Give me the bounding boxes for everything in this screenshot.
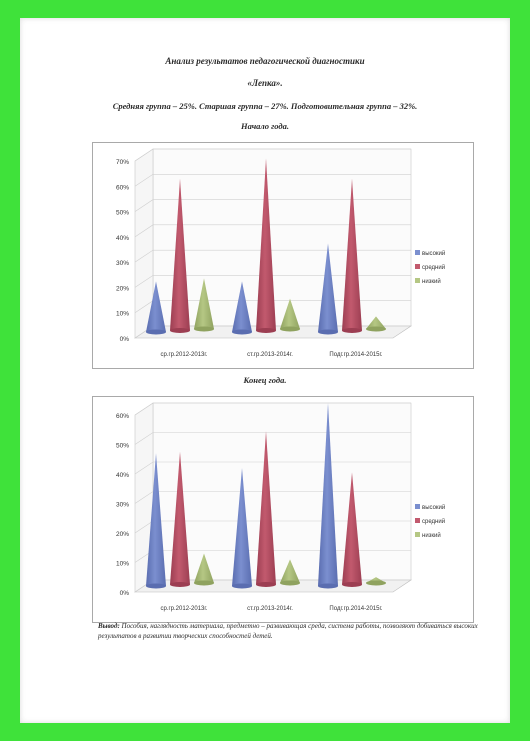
x-category-label: ст.гр.2013-2014г. (247, 352, 293, 358)
cone-bar (342, 472, 362, 585)
cone-bar (342, 178, 362, 331)
cone-bar (146, 281, 166, 332)
cone-base (170, 328, 190, 333)
cone-bar (318, 403, 338, 586)
legend-swatch (415, 504, 420, 509)
chart-svg: 0% 10% 20% 30% 40% 50% 60% 70% ср.гр.2012-2013г.… (116, 148, 445, 358)
y-tick-label: 50% (116, 210, 129, 217)
cone-base (194, 580, 214, 586)
legend-swatch (415, 250, 420, 255)
cone-bar (256, 431, 276, 585)
cone-bar (194, 553, 214, 583)
x-category-label: ср.гр.2012-2013г. (160, 606, 207, 612)
cone-base (318, 329, 338, 335)
cone-bar (280, 298, 300, 329)
gridline (134, 199, 411, 212)
cone-bar (256, 158, 276, 331)
x-category-label: Подг.гр.2014-2015г. (329, 606, 382, 612)
y-tick-label: 60% (116, 184, 129, 191)
cone-bar (280, 559, 300, 583)
y-tick-label: 20% (116, 285, 129, 292)
x-category-label: ст.гр.2013-2014г. (247, 606, 293, 612)
cone-base (280, 580, 300, 586)
legend-label: низкий (422, 278, 441, 285)
chart-start-of-year: 0% 10% 20% 30% 40% 50% 60% 70% ср.гр.2012-2013г.… (92, 142, 474, 369)
cone-bar (366, 316, 386, 329)
document-subtitle: «Лепка». (247, 78, 283, 88)
y-tick-label: 40% (116, 472, 129, 479)
cone-base (366, 580, 386, 586)
cone-bar (232, 468, 252, 586)
legend-swatch (415, 264, 420, 269)
x-category-label: ср.гр.2012-2013г. (160, 352, 207, 358)
cone-base (146, 329, 166, 335)
legend-swatch (415, 518, 420, 523)
groups-percentages: Средняя группа – 25%. Старшая группа – 2… (112, 101, 418, 111)
y-tick-label: 0% (120, 336, 130, 343)
cone-base (232, 329, 252, 335)
chart-end-of-year: 0% 10% 20% 30% 40% 50% 60% ср.гр.2012-2013г. ст.… (92, 396, 474, 623)
cone-base (280, 326, 300, 332)
chart-back-wall (152, 148, 412, 327)
legend-label: средний (422, 264, 445, 271)
legend-swatch (415, 278, 420, 283)
cone-base (366, 326, 386, 332)
cone-base (146, 583, 166, 589)
cone-bar (318, 243, 338, 332)
y-tick-label: 0% (120, 590, 130, 597)
gridline (134, 432, 411, 445)
conclusion: Вывод: Пособия, наглядность материала, п… (98, 621, 478, 641)
cone-bar (194, 278, 214, 329)
y-tick-label: 60% (116, 413, 129, 420)
cone-base (342, 328, 362, 333)
legend-label: низкий (422, 532, 441, 539)
y-tick-label: 20% (116, 531, 129, 538)
cone-base (318, 583, 338, 589)
cone-base (256, 582, 276, 587)
conclusion-text: Пособия, наглядность материала, предметн… (98, 622, 478, 641)
legend-label: средний (422, 518, 445, 525)
gridline (134, 402, 411, 416)
legend-label: высокий (422, 250, 445, 257)
legend-label: высокий (422, 504, 445, 511)
document-title: Анализ результатов педагогической диагно… (165, 56, 365, 66)
y-tick-label: 10% (116, 561, 129, 568)
y-tick-label: 10% (116, 311, 129, 318)
y-tick-label: 30% (116, 502, 129, 509)
cone-bar (232, 281, 252, 332)
cone-bar (170, 451, 190, 585)
y-tick-label: 40% (116, 235, 129, 242)
y-tick-label: 50% (116, 443, 129, 450)
chart2-title: Конец года. (243, 375, 287, 385)
document-page: Анализ результатов педагогической диагно… (20, 18, 510, 723)
legend-swatch (415, 532, 420, 537)
cone-bar (170, 178, 190, 331)
cone-base (170, 582, 190, 587)
x-category-label: Подг.гр.2014-2015г. (329, 352, 382, 358)
cone-bar (146, 453, 166, 586)
gridline (134, 249, 411, 263)
y-tick-label: 30% (116, 260, 129, 267)
cone-base (342, 582, 362, 587)
cone-base (256, 328, 276, 333)
gridline (134, 224, 411, 238)
y-tick-label: 70% (116, 159, 129, 166)
chart-side-wall (134, 148, 154, 339)
cone-base (194, 326, 214, 332)
gridline (134, 173, 411, 187)
cone-base (232, 583, 252, 589)
chart1-title: Начало года. (240, 121, 290, 131)
chart-svg: 0% 10% 20% 30% 40% 50% 60% ср.гр.2012-2013г. ст.… (116, 402, 445, 612)
gridline (134, 148, 411, 162)
conclusion-label: Вывод: (98, 622, 120, 630)
